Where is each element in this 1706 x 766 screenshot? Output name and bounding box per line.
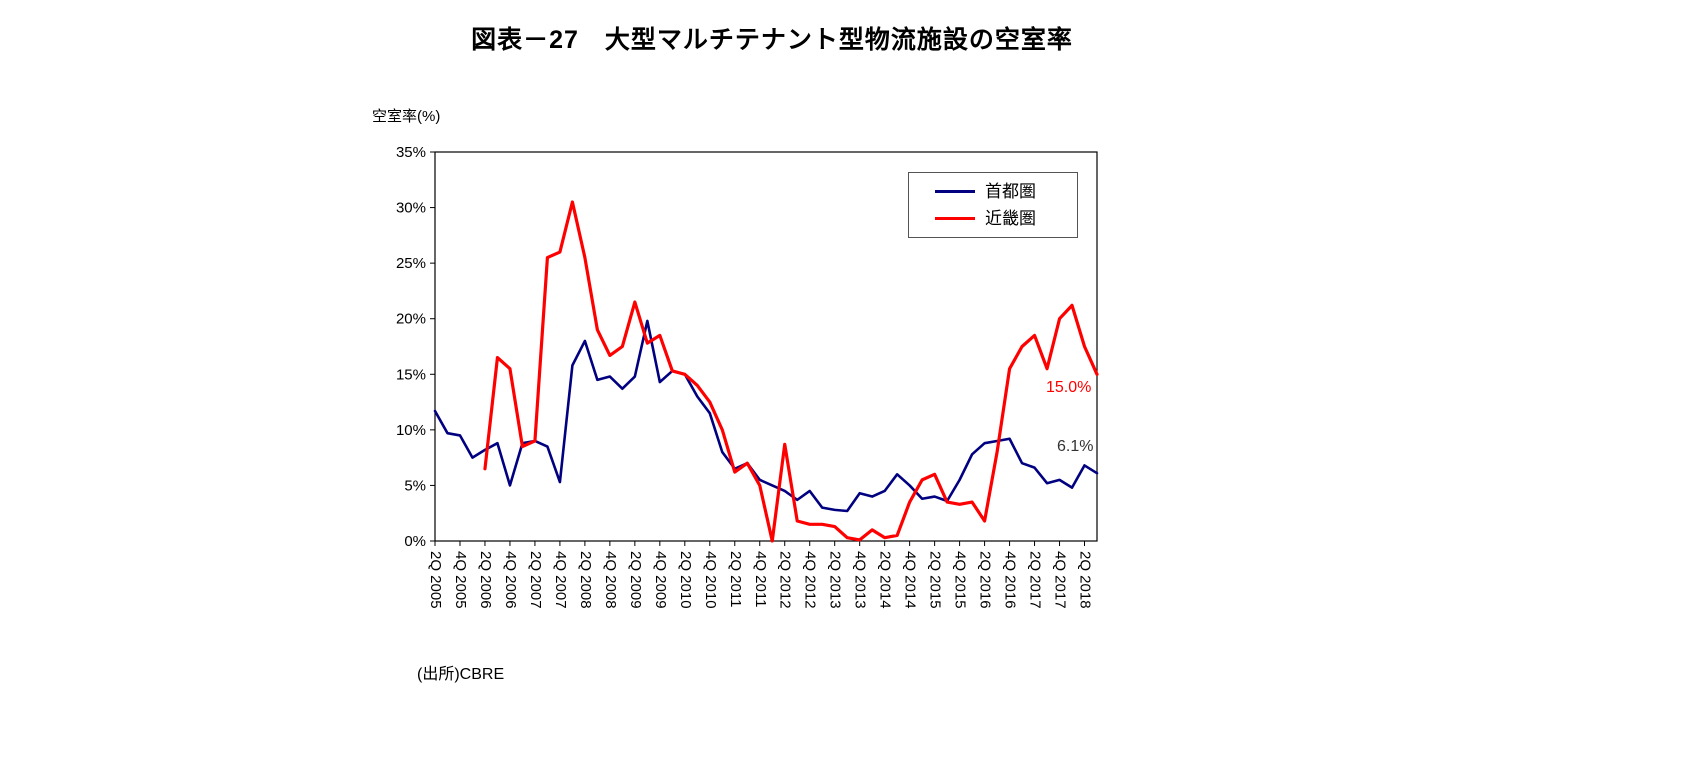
chart-legend: 首都圏 近畿圏 — [908, 172, 1078, 238]
kinki-end-value-label: 15.0% — [1046, 379, 1092, 396]
y-tick-label: 10% — [396, 422, 426, 439]
y-tick-label: 15% — [396, 366, 426, 383]
legend-item-tokyo: 首都圏 — [909, 183, 1077, 200]
y-tick-label: 20% — [396, 311, 426, 328]
x-tick-label: 4Q 2010 — [702, 551, 719, 609]
x-tick-label: 4Q 2006 — [502, 551, 519, 609]
y-tick-label: 35% — [396, 144, 426, 161]
series-line-0 — [433, 319, 1099, 513]
x-tick-label: 2Q 2008 — [577, 551, 594, 609]
legend-label-kinki: 近畿圏 — [985, 209, 1036, 228]
x-tick-label: 2Q 2005 — [427, 551, 444, 609]
x-tick-label: 2Q 2014 — [877, 551, 894, 609]
y-tick-label: 5% — [404, 477, 426, 494]
x-tick-label: 4Q 2016 — [1002, 551, 1019, 609]
x-tick-label: 4Q 2007 — [552, 551, 569, 609]
x-tick-label: 2Q 2016 — [977, 551, 994, 609]
x-tick-label: 4Q 2009 — [652, 551, 669, 609]
y-tick-label: 30% — [396, 200, 426, 217]
series-line-1 — [483, 200, 1099, 543]
tokyo-end-value-label: 6.1% — [1057, 438, 1094, 455]
x-tick-label: 4Q 2014 — [902, 551, 919, 609]
chart-title: 図表－27 大型マルチテナント型物流施設の空室率 — [471, 26, 1073, 54]
x-tick-label: 4Q 2012 — [802, 551, 819, 609]
x-tick-label: 4Q 2015 — [952, 551, 969, 609]
x-tick-label: 4Q 2017 — [1052, 551, 1069, 609]
x-tick-label: 2Q 2018 — [1077, 551, 1094, 609]
source-label: (出所)CBRE — [417, 666, 505, 683]
x-tick-label: 2Q 2017 — [1027, 551, 1044, 609]
x-tick-label: 2Q 2011 — [727, 551, 744, 607]
y-axis-unit-label: 空室率(%) — [372, 108, 441, 125]
x-tick-label: 2Q 2013 — [827, 551, 844, 609]
x-tick-label: 4Q 2008 — [602, 551, 619, 609]
x-tick-label: 4Q 2013 — [852, 551, 869, 609]
x-tick-label: 2Q 2015 — [927, 551, 944, 609]
x-tick-label: 4Q 2005 — [452, 551, 469, 609]
x-tick-label: 4Q 2011 — [752, 551, 769, 607]
x-tick-label: 2Q 2006 — [477, 551, 494, 609]
legend-item-kinki: 近畿圏 — [909, 210, 1077, 227]
x-tick-label: 2Q 2012 — [777, 551, 794, 609]
x-tick-label: 2Q 2007 — [527, 551, 544, 609]
tokyo-line-swatch — [935, 190, 975, 193]
x-tick-label: 2Q 2009 — [627, 551, 644, 609]
kinki-line-swatch — [935, 217, 975, 220]
x-tick-label: 2Q 2010 — [677, 551, 694, 609]
legend-label-tokyo: 首都圏 — [985, 182, 1036, 201]
y-tick-label: 0% — [404, 533, 426, 550]
y-tick-label: 25% — [396, 255, 426, 272]
